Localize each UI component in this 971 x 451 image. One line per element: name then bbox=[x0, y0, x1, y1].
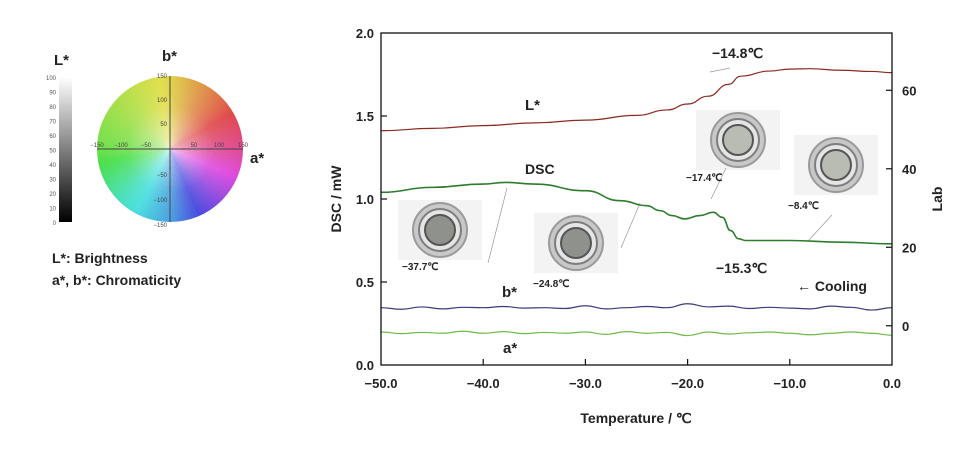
y2-axis-ticks: 0 20 40 60 bbox=[886, 83, 916, 334]
b-axis-title: b* bbox=[162, 48, 177, 65]
series-lines bbox=[380, 68, 893, 337]
photo-label-2: −24.8℃ bbox=[533, 279, 570, 290]
leader-line bbox=[709, 67, 731, 73]
l-scale-tick-label: 100 bbox=[46, 76, 57, 82]
y2-axis-label: Lab bbox=[929, 187, 945, 212]
photo-label-4: −8.4℃ bbox=[788, 201, 819, 212]
series-line-lstar bbox=[380, 68, 893, 132]
l-scale-tick-label: 60 bbox=[49, 134, 56, 140]
y-tick-label: 0.5 bbox=[356, 275, 374, 290]
sample-photo bbox=[696, 110, 780, 170]
y-tick-label: 2.0 bbox=[356, 26, 374, 41]
a-tick-label: −100 bbox=[114, 143, 128, 149]
annotation-cooling: ← Cooling bbox=[797, 278, 867, 294]
b-tick-label: −50 bbox=[157, 173, 168, 179]
annotation-lstar-onset: −14.8℃ bbox=[712, 45, 763, 61]
series-line-bstar bbox=[380, 303, 893, 311]
b-tick-label: 50 bbox=[160, 122, 167, 128]
a-axis-title: a* bbox=[250, 150, 265, 167]
l-scale-tick-label: 20 bbox=[49, 192, 56, 198]
x-tick-label: −20.0 bbox=[671, 376, 704, 391]
series-line-astar bbox=[380, 330, 893, 337]
ab-axis-ticks: −150 −100 −50 50 100 150 150 100 50 −50 −100 −150 bbox=[90, 74, 248, 229]
b-tick-label: −150 bbox=[153, 223, 167, 229]
sample-photo bbox=[534, 213, 618, 273]
l-scale-tick-label: 90 bbox=[49, 91, 56, 97]
sample-photos bbox=[398, 110, 878, 273]
l-scale-bar bbox=[59, 77, 72, 222]
l-scale-tick-label: 70 bbox=[49, 120, 56, 126]
l-scale-tick-label: 30 bbox=[49, 178, 56, 184]
annotation-dsc-onset: −15.3℃ bbox=[716, 260, 767, 276]
x-tick-label: 0.0 bbox=[883, 376, 901, 391]
leader-line bbox=[487, 187, 508, 264]
sample-photo bbox=[398, 200, 482, 260]
series-line-dsc bbox=[380, 181, 893, 245]
b-tick-label: −100 bbox=[153, 198, 167, 204]
x-tick-label: −30.0 bbox=[569, 376, 602, 391]
y2-tick-label: 40 bbox=[902, 162, 916, 177]
y2-tick-label: 60 bbox=[902, 83, 916, 98]
x-tick-label: −10.0 bbox=[773, 376, 806, 391]
legend-chromaticity: a*, b*: Chromaticity bbox=[52, 272, 182, 288]
y2-tick-label: 0 bbox=[902, 319, 909, 334]
leader-line bbox=[620, 202, 641, 249]
y-tick-label: 1.5 bbox=[356, 109, 374, 124]
leader-line bbox=[807, 214, 833, 242]
photo-label-1: −37.7℃ bbox=[402, 262, 439, 273]
series-label-lstar: L* bbox=[525, 97, 540, 114]
l-scale-tick-label: 80 bbox=[49, 105, 56, 111]
a-tick-label: 150 bbox=[238, 143, 249, 149]
x-axis-ticks: −50.0 −40.0 −30.0 −20.0 −10.0 0.0 bbox=[365, 359, 901, 391]
l-scale-tick-label: 10 bbox=[49, 207, 56, 213]
y-tick-label: 0.0 bbox=[356, 358, 374, 373]
series-label-dsc: DSC bbox=[525, 161, 555, 177]
l-scale-tick-label: 0 bbox=[53, 221, 57, 227]
x-axis-label: Temperature / ℃ bbox=[580, 410, 691, 426]
plot-frame bbox=[380, 32, 893, 366]
y-tick-label: 1.0 bbox=[356, 192, 374, 207]
l-scale-tick-label: 50 bbox=[49, 149, 56, 155]
b-tick-label: 150 bbox=[157, 74, 168, 80]
y2-tick-label: 20 bbox=[902, 240, 916, 255]
a-tick-label: 100 bbox=[214, 143, 225, 149]
x-tick-label: −40.0 bbox=[467, 376, 500, 391]
y-axis-label: DSC / mW bbox=[328, 165, 344, 233]
x-tick-label: −50.0 bbox=[365, 376, 398, 391]
a-tick-label: −150 bbox=[90, 143, 104, 149]
y-axis-ticks: 0.0 0.5 1.0 1.5 2.0 bbox=[356, 26, 387, 373]
b-tick-label: 100 bbox=[157, 98, 168, 104]
sample-photo bbox=[794, 135, 878, 195]
l-scale-title: L* bbox=[54, 52, 69, 69]
a-tick-label: −50 bbox=[141, 143, 152, 149]
series-label-bstar: b* bbox=[502, 284, 517, 301]
a-tick-label: 50 bbox=[191, 143, 198, 149]
photo-label-3: −17.4℃ bbox=[686, 173, 723, 184]
leader-line bbox=[710, 167, 727, 200]
legend-brightness: L*: Brightness bbox=[52, 250, 148, 266]
leader-lines bbox=[487, 67, 833, 264]
series-label-astar: a* bbox=[503, 340, 517, 357]
l-scale-tick-label: 40 bbox=[49, 163, 56, 169]
